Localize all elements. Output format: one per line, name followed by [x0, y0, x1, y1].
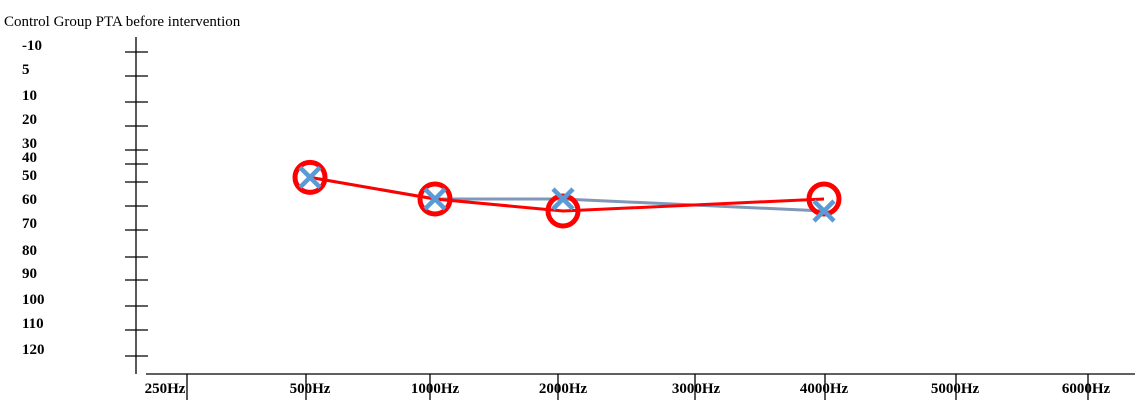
x-marker [551, 187, 575, 211]
y-tick-label: 100 [22, 292, 45, 308]
y-tick-label: 80 [22, 243, 37, 259]
x-marker [423, 187, 447, 211]
x-tick-label: 500Hz [290, 381, 331, 397]
circle-marker [292, 159, 328, 195]
y-tick-label: 90 [22, 266, 37, 282]
circle-marker [417, 181, 453, 217]
y-tick-label: 20 [22, 112, 37, 128]
series-group [292, 159, 842, 229]
y-tick-label: 120 [22, 342, 45, 358]
x-tick-label: 250Hz [145, 381, 186, 397]
x-tick-label: 4000Hz [800, 381, 849, 397]
x-tick-label: 1000Hz [411, 381, 460, 397]
y-tick-label: 110 [22, 316, 44, 332]
y-tick-label: 30 [22, 136, 37, 152]
x-marker [812, 199, 836, 223]
y-tick-label: 50 [22, 168, 37, 184]
x-tick-label: 5000Hz [931, 381, 980, 397]
y-tick-label: 40 [22, 150, 37, 166]
x-tick-label: 2000Hz [539, 381, 588, 397]
x-tick-label: 6000Hz [1062, 381, 1111, 397]
y-tick-label: 70 [22, 216, 37, 232]
x-axis: 250Hz 500Hz 1000Hz 2000Hz 3000Hz 4000Hz 5000Hz… [145, 373, 1135, 400]
x-tick-label: 3000Hz [672, 381, 721, 397]
y-tick-label: 5 [22, 62, 30, 78]
y-tick-label: 10 [22, 88, 37, 104]
series-line [309, 175, 825, 213]
y-tick-label: 60 [22, 192, 37, 208]
y-tick-label: -10 [22, 38, 42, 54]
chart-title: Control Group PTA before intervention [4, 14, 241, 30]
x-marker [298, 165, 322, 189]
